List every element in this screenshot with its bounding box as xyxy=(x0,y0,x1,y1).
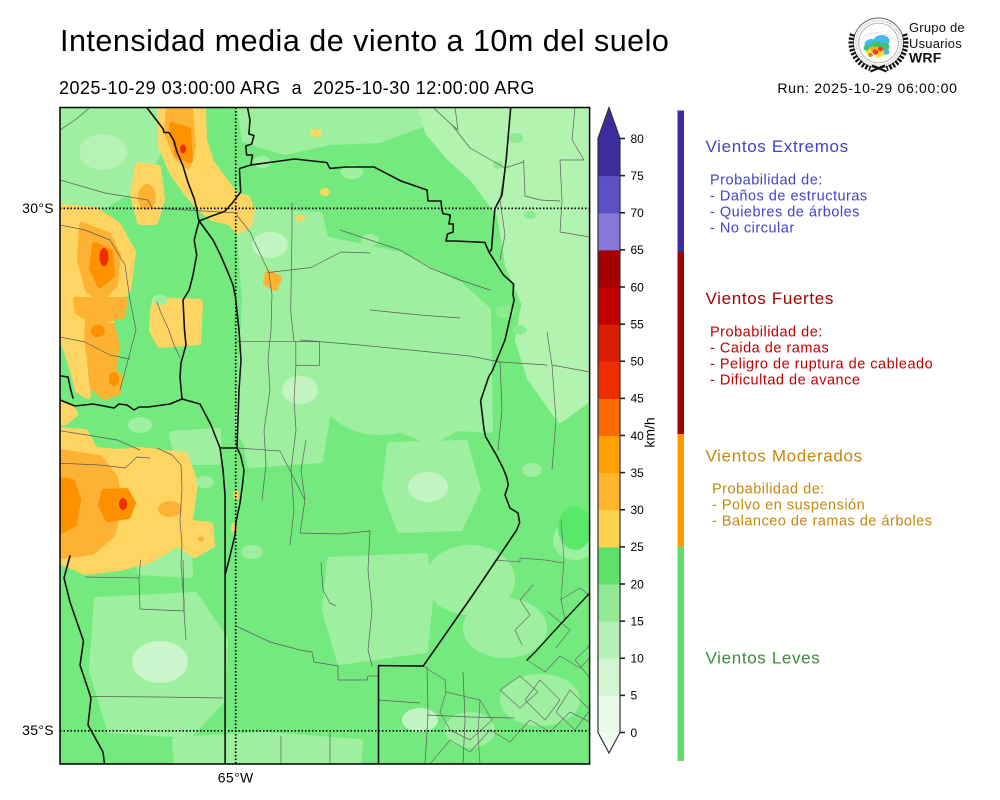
svg-text:80: 80 xyxy=(631,132,645,146)
svg-text:Probabilidad de:: Probabilidad de: xyxy=(710,324,823,340)
svg-text:60: 60 xyxy=(631,280,645,294)
svg-text:25: 25 xyxy=(631,540,645,554)
svg-text:Run: 2025-10-29 06:00:00: Run: 2025-10-29 06:00:00 xyxy=(777,80,957,96)
svg-text:0: 0 xyxy=(631,726,638,740)
svg-text:Intensidad media de viento a 1: Intensidad media de viento a 10m del sue… xyxy=(60,24,669,58)
svg-text:30°S: 30°S xyxy=(22,200,54,216)
svg-text:Vientos Fuertes: Vientos Fuertes xyxy=(706,289,835,308)
svg-text:- Peligro de ruptura de cablea: - Peligro de ruptura de cableado xyxy=(710,356,933,372)
svg-text:WRF: WRF xyxy=(909,50,942,66)
svg-text:2025-10-29 03:00:00 ARG a 20: 2025-10-29 03:00:00 ARG a 2025-10-30 12:… xyxy=(59,78,535,98)
svg-text:35°S: 35°S xyxy=(22,722,54,738)
svg-text:70: 70 xyxy=(631,206,645,220)
svg-text:55: 55 xyxy=(631,317,645,331)
svg-text:20: 20 xyxy=(631,577,645,591)
svg-text:Probabilidad de:: Probabilidad de: xyxy=(712,482,825,498)
svg-text:Vientos Moderados: Vientos Moderados xyxy=(706,447,863,466)
svg-text:30: 30 xyxy=(631,503,645,517)
svg-text:50: 50 xyxy=(631,355,645,369)
svg-text:5: 5 xyxy=(631,689,638,703)
svg-text:45: 45 xyxy=(631,392,645,406)
svg-text:35: 35 xyxy=(631,466,645,480)
svg-text:- Balanceo de ramas de árboles: - Balanceo de ramas de árboles xyxy=(712,514,933,530)
svg-text:65°W: 65°W xyxy=(218,770,254,786)
svg-text:- Daños de estructuras: - Daños de estructuras xyxy=(710,189,868,205)
svg-text:15: 15 xyxy=(631,614,645,628)
svg-text:- Dificultad de avance: - Dificultad de avance xyxy=(710,372,860,388)
svg-text:Vientos Extremos: Vientos Extremos xyxy=(706,137,849,156)
svg-text:- No circular: - No circular xyxy=(710,221,795,237)
svg-text:Vientos Leves: Vientos Leves xyxy=(706,649,821,668)
svg-text:40: 40 xyxy=(631,429,645,443)
svg-text:Grupo de: Grupo de xyxy=(909,20,965,35)
svg-text:- Polvo en suspensión: - Polvo en suspensión xyxy=(712,498,865,514)
svg-text:- Caida de ramas: - Caida de ramas xyxy=(710,340,829,356)
svg-text:- Quiebres de árboles: - Quiebres de árboles xyxy=(710,205,860,221)
svg-text:10: 10 xyxy=(631,652,645,666)
svg-text:Probabilidad de:: Probabilidad de: xyxy=(710,173,823,189)
svg-text:km/h: km/h xyxy=(642,417,658,447)
svg-text:75: 75 xyxy=(631,169,645,183)
svg-text:65: 65 xyxy=(631,243,645,257)
svg-text:Usuarios: Usuarios xyxy=(909,36,962,51)
